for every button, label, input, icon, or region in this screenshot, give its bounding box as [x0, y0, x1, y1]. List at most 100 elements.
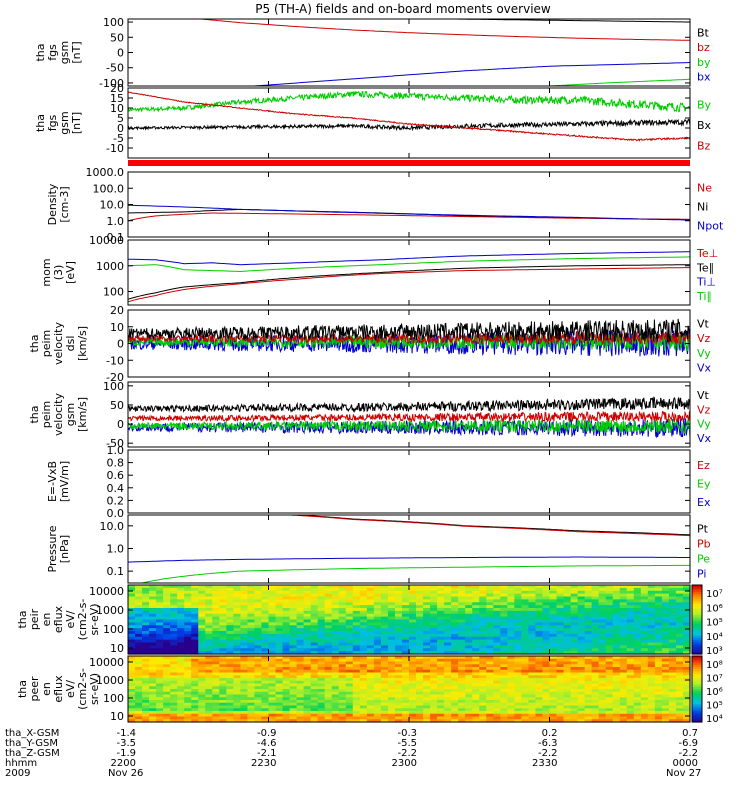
heatmap-cell: [282, 697, 291, 701]
y-tick-label: 100: [103, 380, 124, 393]
heatmap-cell: [465, 711, 473, 715]
heatmap-cell: [275, 711, 284, 715]
heatmap-cell: [472, 680, 480, 685]
heatmap-cell: [191, 610, 199, 615]
heatmap-cell: [605, 719, 614, 723]
heatmap-cell: [177, 651, 185, 655]
heatmap-cell: [528, 691, 537, 696]
heatmap-cell: [310, 585, 319, 589]
heatmap-cell: [465, 689, 473, 693]
heatmap-cell: [668, 631, 677, 635]
heatmap-cell: [156, 691, 164, 696]
heatmap-cell: [247, 697, 256, 701]
heatmap-cell: [268, 672, 277, 676]
heatmap-cell: [324, 713, 333, 718]
heatmap-cell: [675, 713, 684, 718]
heatmap-cell: [191, 590, 199, 595]
heatmap-cell: [437, 694, 445, 698]
heatmap-cell: [486, 669, 494, 674]
y-tick-label: -10: [106, 354, 124, 367]
heatmap-cell: [661, 610, 670, 615]
heatmap-cell: [668, 642, 677, 646]
heatmap-cell: [507, 708, 515, 712]
heatmap-cell: [640, 628, 649, 632]
heatmap-cell: [317, 642, 326, 646]
heatmap-cell: [135, 622, 143, 626]
heatmap-cell: [458, 590, 466, 595]
heatmap-cell: [184, 631, 192, 635]
heatmap-cell: [359, 691, 368, 696]
heatmap-cell: [542, 683, 551, 687]
heatmap-cell: [156, 631, 164, 635]
heatmap-cell: [226, 689, 234, 693]
heatmap-cell: [380, 683, 389, 687]
heatmap-cell: [549, 705, 558, 709]
heatmap-cell: [535, 622, 544, 626]
heatmap-cell: [317, 656, 326, 660]
heatmap-cell: [654, 694, 663, 698]
y-tick-label: 10000: [89, 234, 124, 247]
heatmap-cell: [528, 608, 537, 612]
heatmap-cell: [535, 599, 544, 603]
heatmap-cell: [556, 639, 565, 644]
heatmap-cell: [654, 633, 663, 638]
colorbar-cell: [692, 624, 702, 627]
heatmap-cell: [135, 664, 143, 668]
heatmap-cell: [324, 651, 333, 655]
heatmap-cell: [521, 639, 530, 644]
heatmap-cell: [584, 675, 593, 679]
heatmap-cell: [324, 590, 333, 595]
heatmap-cell: [563, 664, 572, 668]
heatmap-cell: [654, 613, 663, 618]
heatmap-cell: [521, 708, 530, 712]
heatmap-cell: [198, 664, 206, 668]
heatmap-cell: [444, 700, 452, 704]
heatmap-cell: [563, 633, 572, 638]
heatmap-cell: [247, 602, 256, 606]
heatmap-cell: [682, 708, 691, 712]
heatmap-cell: [275, 587, 284, 592]
heatmap-cell: [549, 691, 558, 696]
heatmap-cell: [633, 683, 642, 687]
heatmap-cell: [261, 708, 270, 712]
heatmap-cell: [205, 675, 213, 679]
heatmap-cell: [191, 675, 199, 679]
heatmap-cell: [352, 602, 361, 606]
heatmap-cell: [535, 700, 544, 704]
heatmap-cell: [605, 691, 614, 696]
heatmap-cell: [128, 622, 136, 626]
heatmap-cell: [156, 678, 164, 682]
heatmap-cell: [549, 700, 558, 704]
heatmap-cell: [633, 622, 642, 626]
heatmap-cell: [668, 625, 677, 629]
heatmap-cell: [205, 658, 213, 663]
heatmap-cell: [521, 631, 530, 635]
heatmap-cell: [416, 672, 424, 676]
heatmap-cell: [191, 642, 199, 646]
heatmap-cell: [556, 656, 565, 660]
heatmap-cell: [472, 610, 480, 615]
heatmap-cell: [156, 667, 164, 671]
heatmap-cell: [423, 593, 431, 598]
heatmap-cell: [345, 631, 354, 635]
heatmap-cell: [387, 700, 396, 704]
heatmap-cell: [394, 656, 403, 660]
heatmap-cell: [219, 633, 227, 638]
heatmap-cell: [128, 711, 136, 715]
heatmap-cell: [535, 691, 544, 696]
heatmap-cell: [668, 622, 677, 626]
heatmap-cell: [184, 694, 192, 698]
heatmap-cell: [514, 700, 522, 704]
series-line-bz: [127, 91, 691, 142]
heatmap-cell: [387, 602, 396, 606]
heatmap-cell: [444, 658, 452, 663]
y-tick-label: 10: [110, 642, 124, 655]
heatmap-cell: [465, 713, 473, 718]
heatmap-cell: [549, 613, 558, 618]
heatmap-cell: [135, 672, 143, 676]
heatmap-cell: [324, 642, 333, 646]
heatmap-cell: [394, 602, 403, 606]
heatmap-cell: [226, 713, 234, 718]
heatmap-cell: [310, 678, 319, 682]
y-axis-label-line: (3): [52, 265, 65, 281]
